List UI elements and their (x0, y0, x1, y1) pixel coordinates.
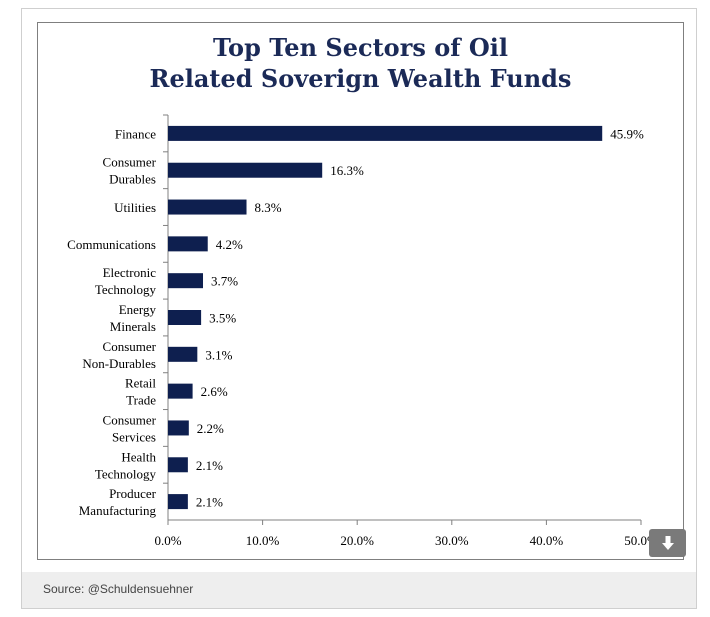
category-label: Retail Trade (125, 376, 156, 408)
chart-frame (37, 22, 684, 560)
x-tick-label: 10.0% (246, 533, 280, 548)
category-label-line: Non-Durables (82, 356, 156, 371)
category-label-line: Technology (95, 282, 157, 297)
bar (168, 346, 198, 362)
bar-value-label: 8.3% (255, 200, 282, 215)
category-label: Producer Manufacturing (79, 486, 157, 518)
bar-value-label: 2.6% (201, 384, 228, 399)
category-label: Health Technology (95, 449, 157, 481)
bar (168, 457, 188, 473)
category-label: Energy Minerals (110, 302, 157, 334)
bar-value-label: 2.1% (196, 495, 223, 510)
category-label-line: Electronic (103, 265, 157, 280)
category-label: Consumer Services (103, 412, 157, 444)
bar (168, 199, 247, 215)
x-tick-label: 40.0% (530, 533, 564, 548)
category-label-line: Technology (95, 466, 157, 481)
source-text: Source: @Schuldensuehner (43, 582, 194, 596)
category-label-line: Consumer (103, 155, 157, 170)
category-label-line: Trade (126, 393, 156, 408)
bar-value-label: 3.5% (209, 311, 236, 326)
chart-title: Top Ten Sectors of Oil Related Soverign … (37, 32, 684, 94)
bar (168, 273, 204, 289)
category-label-line: Retail (125, 376, 156, 391)
category-label: Electronic Technology (95, 265, 157, 297)
category-label-line: Manufacturing (79, 503, 157, 518)
bar (168, 310, 202, 325)
bar-value-label: 2.1% (196, 458, 223, 473)
download-arrow-icon (661, 536, 674, 550)
category-label-line: Utilities (114, 200, 156, 215)
x-tick-label: 0.0% (154, 533, 181, 548)
category-label-line: Finance (115, 126, 156, 141)
category-label-line: Health (121, 449, 156, 464)
bar (168, 162, 323, 178)
category-label-line: Durables (109, 172, 156, 187)
x-tick-label: 30.0% (435, 533, 469, 548)
bar-value-label: 45.9% (610, 126, 644, 141)
category-label: Finance (115, 126, 156, 141)
category-label-line: Services (112, 429, 156, 444)
category-label-line: Consumer (103, 412, 157, 427)
category-label: Consumer Non-Durables (82, 339, 156, 371)
bar-value-label: 2.2% (197, 421, 224, 436)
chart-title-line-2: Related Soverign Wealth Funds (149, 64, 572, 93)
bar-value-label: 3.7% (211, 274, 238, 289)
bar (168, 494, 188, 510)
chart-title-line-1: Top Ten Sectors of Oil (212, 33, 509, 62)
x-tick-label: 20.0% (340, 533, 374, 548)
category-label-line: Communications (67, 237, 156, 252)
download-button[interactable] (649, 529, 686, 557)
category-label-line: Minerals (110, 319, 156, 334)
bar-value-label: 4.2% (216, 237, 243, 252)
bar-value-label: 16.3% (330, 163, 364, 178)
bar-value-label: 3.1% (205, 347, 232, 362)
category-label-line: Energy (119, 302, 157, 317)
bar (168, 383, 193, 399)
bar (168, 236, 208, 252)
category-label: Utilities (114, 200, 156, 215)
category-label: Communications (67, 237, 156, 252)
bar (168, 125, 603, 141)
footer: Source: @Schuldensuehner (22, 572, 696, 608)
category-label-line: Consumer (103, 339, 157, 354)
bar (168, 420, 189, 436)
category-label: Consumer Durables (103, 155, 157, 187)
category-label-line: Producer (109, 486, 157, 501)
